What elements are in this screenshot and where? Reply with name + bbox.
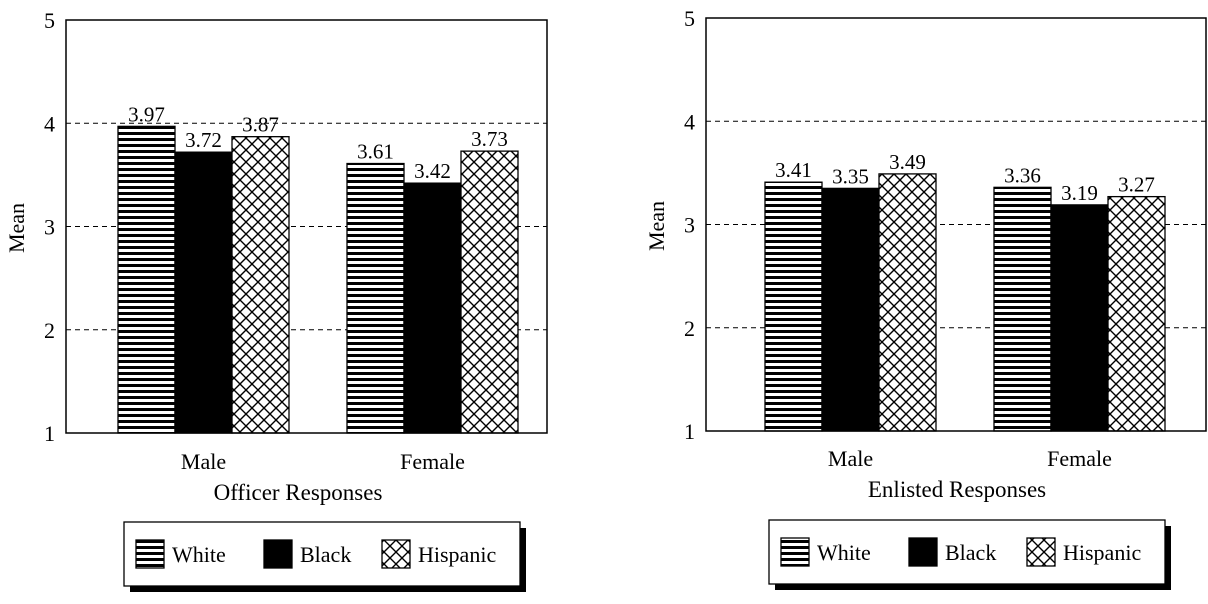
bar-hispanic-male [878, 173, 937, 432]
bar-white-male [117, 125, 176, 434]
category-label: Male [828, 446, 873, 471]
value-label: 3.49 [889, 150, 926, 174]
legend-swatch-black [908, 537, 938, 567]
bar-black-male [174, 151, 233, 434]
legend-box [768, 519, 1166, 585]
value-label: 3.87 [242, 113, 279, 137]
category-label: Female [1047, 446, 1112, 471]
legend-label-hispanic: Hispanic [418, 542, 496, 567]
legend-swatch-black [263, 539, 293, 569]
y-tick-label: 1 [44, 421, 55, 446]
value-label: 3.19 [1061, 181, 1098, 205]
value-label: 3.41 [775, 158, 812, 182]
plot-frame [65, 19, 548, 434]
y-tick-label: 3 [44, 215, 55, 240]
legend-label-black: Black [300, 542, 351, 567]
y-tick-label: 5 [684, 6, 695, 31]
x-axis-title: Enlisted Responses [868, 477, 1046, 502]
y-tick-label: 4 [684, 109, 695, 134]
category-label: Male [181, 449, 226, 474]
value-label: 3.35 [832, 164, 869, 188]
legend-swatch-hispanic [1026, 537, 1056, 567]
value-label: 3.61 [357, 140, 394, 164]
y-tick-label: 1 [684, 419, 695, 444]
value-label: 3.73 [471, 127, 508, 151]
y-axis-title: Mean [4, 203, 29, 253]
legend-label-black: Black [945, 540, 996, 565]
y-tick-label: 3 [684, 213, 695, 238]
bar-white-male [764, 181, 823, 432]
legend-swatch-white [780, 537, 810, 567]
value-label: 3.72 [185, 128, 222, 152]
category-label: Female [400, 449, 465, 474]
y-tick-label: 5 [44, 8, 55, 33]
plot-frame [705, 17, 1207, 432]
y-tick-label: 4 [44, 111, 55, 136]
bar-white-female [346, 162, 405, 434]
value-label: 3.42 [414, 159, 451, 183]
legend-label-white: White [172, 542, 226, 567]
legend-label-white: White [817, 540, 871, 565]
y-tick-label: 2 [44, 318, 55, 343]
bar-hispanic-female [1107, 195, 1166, 432]
legend-box [123, 521, 521, 587]
legend-swatch-white [135, 539, 165, 569]
legend: White Black Hispanic [768, 519, 1171, 590]
y-axis-title: Mean [644, 201, 669, 251]
x-axis-title: Officer Responses [214, 480, 383, 505]
y-tick-label: 2 [684, 316, 695, 341]
bar-black-female [403, 182, 462, 434]
legend-swatch-hispanic [381, 539, 411, 569]
legend: White Black Hispanic [123, 521, 526, 592]
enlisted-responses-chart: Mean Enlisted Responses 1 2 3 4 5 3.41 3.36 3.… [644, 6, 1207, 590]
value-label: 3.27 [1118, 173, 1155, 197]
value-label: 3.36 [1004, 163, 1041, 187]
bar-white-female [993, 186, 1052, 432]
bar-black-male [821, 187, 880, 432]
officer-responses-chart: Mean Officer Responses 1 2 3 4 5 3.97 3.61 3.7… [4, 8, 548, 592]
legend-label-hispanic: Hispanic [1063, 540, 1141, 565]
bar-black-female [1050, 204, 1109, 432]
bar-hispanic-female [460, 150, 519, 434]
value-label: 3.97 [128, 102, 165, 126]
bar-hispanic-male [231, 136, 290, 434]
